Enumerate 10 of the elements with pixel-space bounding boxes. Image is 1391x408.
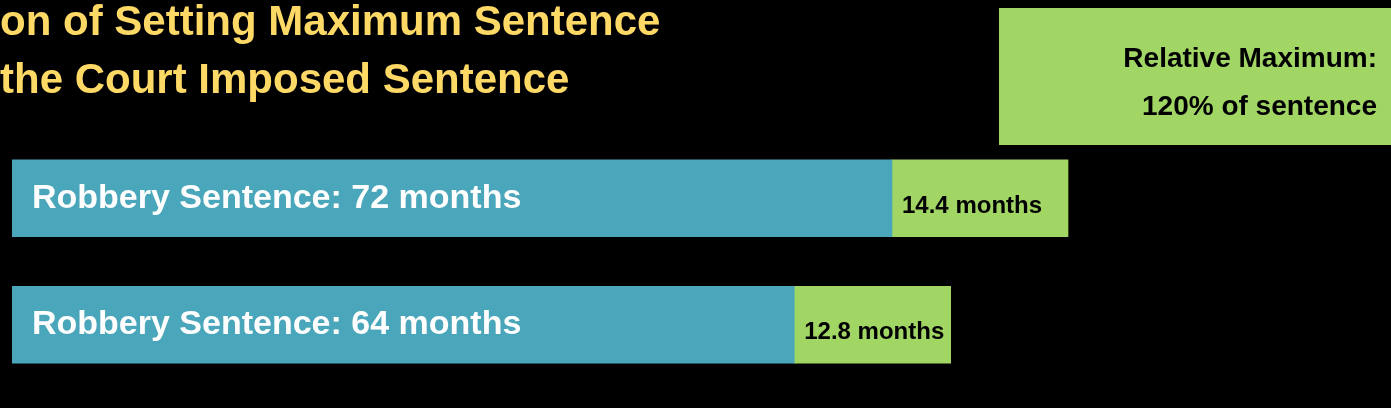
callout-box: Relative Maximum: 120% of sentence xyxy=(999,8,1391,145)
chart-title: on of Setting Maximum Sentence the Court Imposed Sentence xyxy=(0,0,662,104)
bar xyxy=(12,285,795,364)
bar xyxy=(891,159,1069,238)
data-label: 12.8 months xyxy=(804,317,945,345)
data-label: Robbery Sentence: 72 months xyxy=(32,176,522,215)
bar xyxy=(12,159,893,238)
bar xyxy=(793,285,951,364)
data-label: 14.4 months xyxy=(902,190,1043,218)
data-label: Robbery Sentence: 64 months xyxy=(32,303,522,342)
